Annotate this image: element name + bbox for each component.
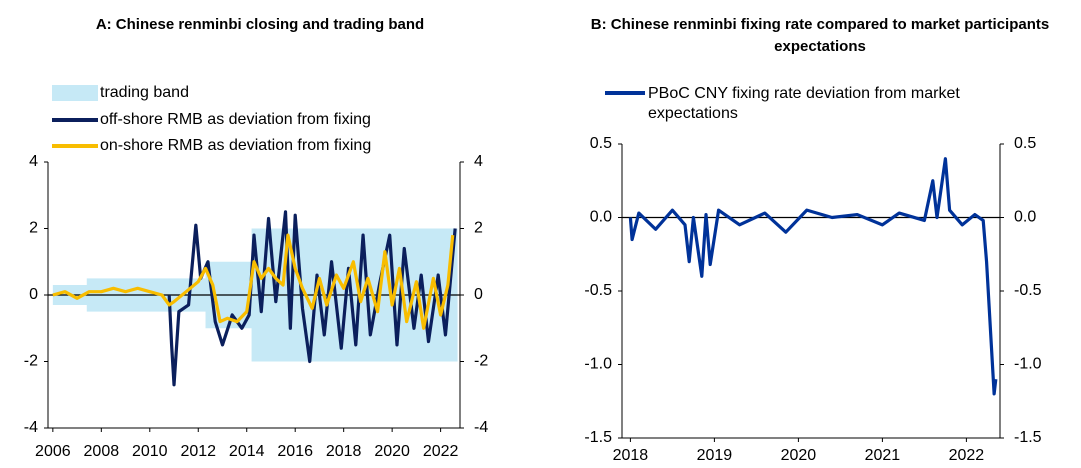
- y-tick-label: -4: [24, 419, 38, 436]
- y-tick-label: 2: [29, 220, 38, 237]
- x-tick-label: 2019: [697, 447, 733, 464]
- y2-tick-label: 0: [474, 286, 483, 303]
- x-tick-label: 2018: [613, 447, 649, 464]
- legend-label: PBoC CNY fixing rate deviation from mark…: [648, 85, 960, 122]
- chart-title: B: Chinese renminbi fixing rate compared…: [590, 16, 1050, 55]
- x-tick-label: 2021: [865, 447, 901, 464]
- y2-tick-label: 0.5: [1014, 135, 1036, 152]
- y-tick-label: -1.5: [584, 429, 612, 446]
- x-tick-label: 2022: [423, 443, 459, 460]
- x-tick-label: 2014: [229, 443, 265, 460]
- x-tick-label: 2006: [35, 443, 71, 460]
- y-tick-label: -2: [24, 353, 38, 370]
- x-tick-label: 2020: [781, 447, 817, 464]
- x-tick-label: 2018: [326, 443, 362, 460]
- y2-tick-label: 2: [474, 220, 483, 237]
- x-tick-label: 2022: [949, 447, 985, 464]
- y-tick-label: 4: [29, 153, 38, 170]
- chart-title: A: Chinese renminbi closing and trading …: [95, 16, 425, 33]
- y2-tick-label: 0.0: [1014, 209, 1036, 226]
- legend-label: on-shore RMB as deviation from fixing: [100, 137, 371, 154]
- line: [52, 233, 455, 330]
- x-tick-label: 2020: [374, 443, 410, 460]
- x-tick-label: 2008: [84, 443, 120, 460]
- legend-swatch: [52, 85, 98, 101]
- y2-tick-label: 4: [474, 153, 483, 170]
- y2-tick-label: -2: [474, 353, 488, 370]
- y2-tick-label: -1.0: [1014, 356, 1042, 373]
- y-tick-label: 0.5: [590, 135, 612, 152]
- x-tick-label: 2016: [277, 443, 313, 460]
- y2-tick-label: -4: [474, 419, 488, 436]
- y-tick-label: 0: [29, 286, 38, 303]
- line: [628, 157, 998, 396]
- legend-label: off-shore RMB as deviation from fixing: [100, 111, 371, 128]
- x-tick-label: 2012: [180, 443, 216, 460]
- legend-label: trading band: [100, 84, 189, 101]
- x-tick-label: 2010: [132, 443, 168, 460]
- y-tick-label: -0.5: [584, 282, 612, 299]
- y2-tick-label: -1.5: [1014, 429, 1042, 446]
- y-tick-label: -1.0: [584, 356, 612, 373]
- y2-tick-label: -0.5: [1014, 282, 1042, 299]
- y-tick-label: 0.0: [590, 209, 612, 226]
